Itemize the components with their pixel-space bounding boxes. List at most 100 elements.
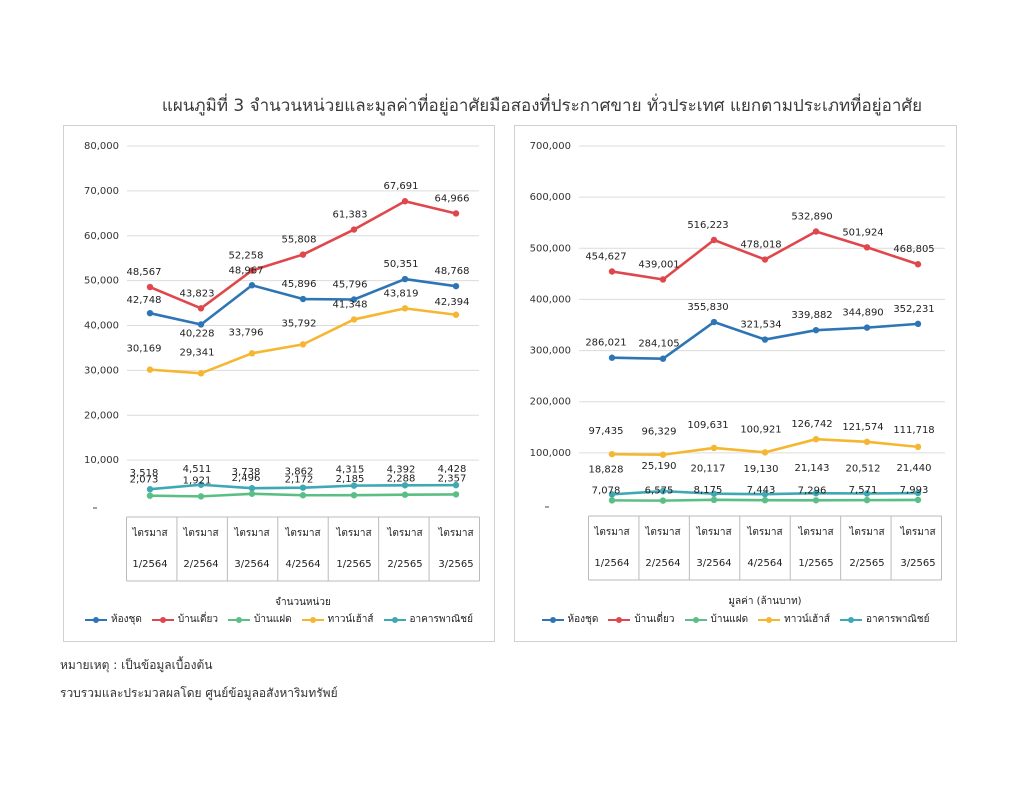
value-data-label-twin: 7,078: [592, 485, 621, 496]
value-category-label: ไตรมาส: [848, 526, 884, 538]
legend-item-townhouse: ทาวน์เฮ้าส์: [301, 612, 374, 627]
legend-swatch-townhouse: [301, 616, 324, 623]
value-data-point-commercial: [761, 491, 769, 498]
units-data-point-detached: [197, 305, 205, 312]
value-data-label-townhouse: 97,435: [589, 426, 624, 437]
legend-swatch-commercial: [383, 616, 406, 623]
value-data-label-detached: 516,223: [687, 220, 728, 231]
units-data-label-commercial: 3,738: [232, 467, 261, 478]
units-data-point-twin: [452, 491, 460, 498]
units-data-point-commercial: [350, 482, 358, 489]
value-data-label-twin: 8,175: [694, 485, 723, 496]
legend-item-twin: บ้านแฝด: [228, 612, 292, 627]
units-data-point-townhouse: [248, 350, 256, 357]
units-data-point-detached: [350, 226, 358, 233]
units-data-label-condo: 48,768: [435, 266, 470, 277]
units-data-label-twin: 2,073: [130, 475, 159, 486]
value-data-point-commercial: [608, 491, 616, 498]
units-data-label-commercial: 4,315: [336, 465, 365, 476]
value-category-period: 2/2564: [645, 558, 680, 569]
units-y-tick-label: 80,000: [84, 141, 119, 152]
units-data-point-commercial: [452, 481, 460, 489]
legend-label-commercial: อาคารพาณิชย์: [409, 614, 473, 625]
value-category-period: 4/2564: [747, 558, 782, 569]
legend-item-detached: บ้านเดี่ยว: [608, 612, 675, 627]
units-data-point-detached: [401, 198, 409, 205]
units-data-point-commercial: [197, 481, 205, 488]
value-data-label-commercial: 18,828: [589, 464, 624, 475]
value-data-point-townhouse: [812, 435, 820, 443]
value-data-point-twin: [914, 496, 922, 504]
legend-label-twin: บ้านแฝด: [254, 614, 292, 625]
units-data-point-condo: [248, 282, 256, 289]
units-data-label-condo: 48,967: [229, 265, 264, 276]
units-category-label: ไตรมาส: [386, 527, 422, 539]
value-data-label-condo: 339,882: [791, 310, 832, 321]
legend-swatch-commercial: [840, 616, 863, 623]
legend-label-townhouse: ทาวน์เฮ้าส์: [327, 614, 374, 625]
value-data-point-detached: [761, 256, 769, 263]
value-data-label-townhouse: 96,329: [642, 427, 677, 438]
units-category-period: 2/2565: [387, 559, 422, 570]
units-data-label-twin: 2,496: [232, 473, 261, 484]
value-data-point-detached: [812, 228, 820, 235]
value-category-period: 3/2564: [696, 558, 731, 569]
value-data-point-detached: [863, 244, 871, 251]
units-data-point-townhouse: [146, 366, 154, 373]
value-data-label-twin: 7,993: [900, 485, 929, 496]
value-data-label-twin: 7,296: [798, 485, 827, 496]
value-y-tick-label: 100,000: [530, 448, 571, 459]
units-data-label-twin: 2,288: [387, 474, 416, 485]
units-data-label-commercial: 3,518: [130, 468, 159, 479]
units-data-label-condo: 50,351: [384, 259, 419, 270]
value-data-point-townhouse: [710, 444, 718, 452]
units-data-label-commercial: 4,428: [438, 464, 467, 475]
units-data-label-detached: 52,258: [229, 250, 264, 261]
value-data-label-townhouse: 109,631: [687, 420, 728, 431]
value-data-label-townhouse: 126,742: [791, 419, 832, 430]
units-line-chart: 10,000 20,000 30,000 40,000 50,000 60,000 70,0…: [84, 141, 480, 608]
units-data-label-commercial: 3,862: [285, 467, 314, 478]
value-data-label-commercial: 19,130: [744, 464, 779, 475]
value-data-point-twin: [812, 497, 820, 504]
units-category-label: ไตรมาส: [131, 527, 167, 539]
units-data-label-condo: 45,796: [333, 279, 368, 290]
units-y-tick-label: 60,000: [84, 231, 119, 242]
units-category-period: 3/2565: [438, 559, 473, 570]
legend-item-twin: บ้านแฝด: [684, 612, 749, 627]
units-y-tick-label: 20,000: [84, 410, 119, 421]
value-category-label: ไตรมาส: [797, 526, 833, 538]
legend-item-commercial: อาคารพาณิชย์: [383, 612, 473, 627]
value-category-label: ไตรมาส: [644, 526, 680, 538]
units-data-point-detached: [248, 267, 256, 274]
value-data-label-twin: 6,575: [645, 486, 674, 497]
value-data-point-commercial: [914, 489, 922, 497]
units-data-point-condo: [401, 275, 409, 283]
value-data-point-commercial: [710, 490, 718, 497]
units-data-point-twin: [197, 493, 205, 500]
units-data-point-detached: [452, 210, 460, 217]
units-data-point-condo: [452, 282, 460, 290]
value-data-point-twin: [863, 496, 871, 504]
value-data-label-townhouse: 111,718: [893, 425, 934, 436]
value-data-point-commercial: [863, 490, 871, 497]
value-data-point-twin: [659, 497, 667, 504]
value-data-label-commercial: 20,117: [691, 464, 726, 475]
value-y-tick-label: 400,000: [530, 294, 571, 305]
value-data-label-condo: 352,231: [893, 304, 934, 315]
value-category-label: ไตรมาส: [593, 526, 629, 538]
units-data-point-twin: [248, 490, 256, 497]
value-data-label-twin: 7,571: [849, 485, 878, 496]
units-data-point-townhouse: [350, 316, 358, 323]
legend-swatch-detached: [608, 616, 631, 623]
units-y-tick-label: 30,000: [84, 365, 119, 376]
legend-item-detached: บ้านเดี่ยว: [151, 612, 218, 627]
value-data-label-detached: 501,924: [842, 227, 883, 238]
legend-label-twin: บ้านแฝด: [710, 614, 749, 625]
units-data-label-townhouse: 30,169: [127, 344, 162, 355]
units-category-period: 1/2564: [132, 559, 167, 570]
units-data-label-condo: 40,228: [180, 328, 215, 339]
units-data-point-detached: [146, 283, 154, 291]
value-chart-panel: 100,000 200,000 300,000 400,000 500,000 600,0…: [514, 125, 957, 642]
units-data-point-townhouse: [452, 311, 460, 318]
